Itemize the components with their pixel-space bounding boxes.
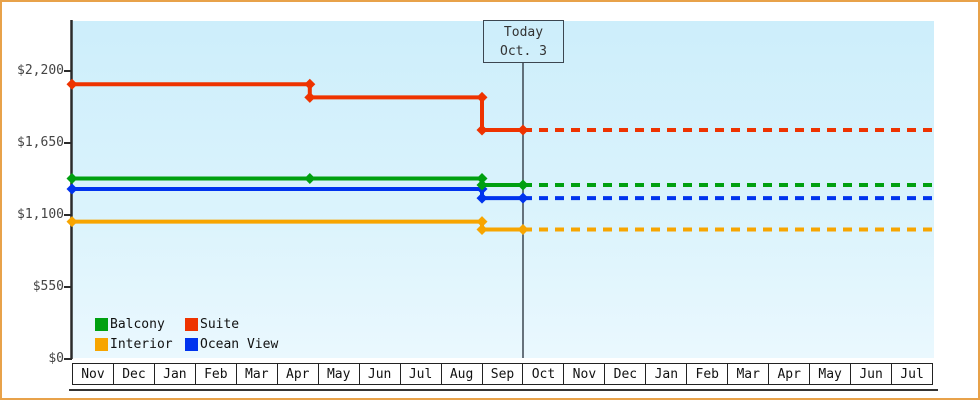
legend-label: Interior	[110, 337, 173, 352]
data-point	[304, 91, 316, 103]
month-cell: Sep	[481, 364, 523, 384]
data-point	[476, 172, 488, 184]
y-axis-label: $0	[48, 351, 64, 366]
series-balcony	[66, 172, 933, 191]
data-point	[476, 224, 488, 236]
data-point	[476, 124, 488, 136]
data-point	[66, 216, 78, 228]
data-point	[304, 78, 316, 90]
month-cell: Jul	[891, 364, 932, 384]
y-axis-label: $1,650	[17, 135, 64, 150]
data-point	[476, 179, 488, 191]
month-cell: Dec	[112, 364, 154, 384]
today-label-box: Today Oct. 3	[483, 20, 564, 63]
legend-label: Ocean View	[200, 337, 279, 352]
month-cell: Mar	[235, 364, 277, 384]
legend-swatch-suite	[185, 318, 198, 331]
legend-item-ocean-view: Ocean View	[185, 337, 279, 352]
legend-label: Suite	[200, 317, 240, 332]
series-line-solid	[72, 219, 523, 232]
month-cell: Nov	[81, 366, 105, 382]
month-cell: Mar	[727, 364, 768, 384]
data-point	[476, 192, 488, 204]
today-label-line2: Oct. 3	[500, 43, 547, 59]
legend: Balcony Suite Interior Ocean View	[95, 317, 279, 352]
legend-item-balcony: Balcony	[95, 317, 185, 332]
month-cell: Oct	[522, 364, 563, 384]
y-axis-label: $1,100	[17, 207, 64, 222]
legend-label: Balcony	[110, 317, 165, 332]
data-point	[66, 172, 78, 184]
month-cell: Apr	[276, 364, 318, 384]
month-cell: Jan	[153, 364, 195, 384]
month-cell: Apr	[768, 364, 809, 384]
legend-swatch-interior	[95, 338, 108, 351]
series-interior	[66, 216, 933, 236]
month-cell: May	[809, 364, 850, 384]
month-cell: Nov	[563, 364, 604, 384]
month-cell: Jan	[645, 364, 686, 384]
data-point	[517, 179, 529, 191]
month-cell: Jul	[399, 364, 441, 384]
data-point	[476, 91, 488, 103]
month-cell: Jun	[850, 364, 891, 384]
series-line-solid	[72, 82, 523, 133]
series-suite	[66, 78, 933, 136]
month-cell: May	[317, 364, 359, 384]
legend-swatch-ocean-view	[185, 338, 198, 351]
legend-swatch-balcony	[95, 318, 108, 331]
x-axis-baseline	[69, 389, 938, 391]
month-cell: Dec	[604, 364, 645, 384]
legend-item-interior: Interior	[95, 337, 185, 352]
data-point	[517, 124, 529, 136]
data-point	[517, 224, 529, 236]
month-cell: Feb	[194, 364, 236, 384]
series-line-solid	[72, 186, 523, 201]
data-point	[66, 78, 78, 90]
y-axis-label: $2,200	[17, 63, 64, 78]
today-label-line1: Today	[503, 24, 544, 40]
data-point	[66, 183, 78, 195]
month-cell: Jun	[358, 364, 400, 384]
data-point	[304, 172, 316, 184]
y-axis-label: $550	[32, 279, 64, 294]
month-cell: Aug	[440, 364, 482, 384]
data-point	[476, 216, 488, 228]
data-point	[517, 192, 529, 204]
legend-item-suite: Suite	[185, 317, 278, 332]
x-axis-month-row: Nov Dec Jan Feb Mar Apr May Jun Jul Aug Sep Oct Nov D…	[72, 363, 933, 385]
series-line-solid	[72, 176, 523, 188]
month-cell: Feb	[686, 364, 727, 384]
